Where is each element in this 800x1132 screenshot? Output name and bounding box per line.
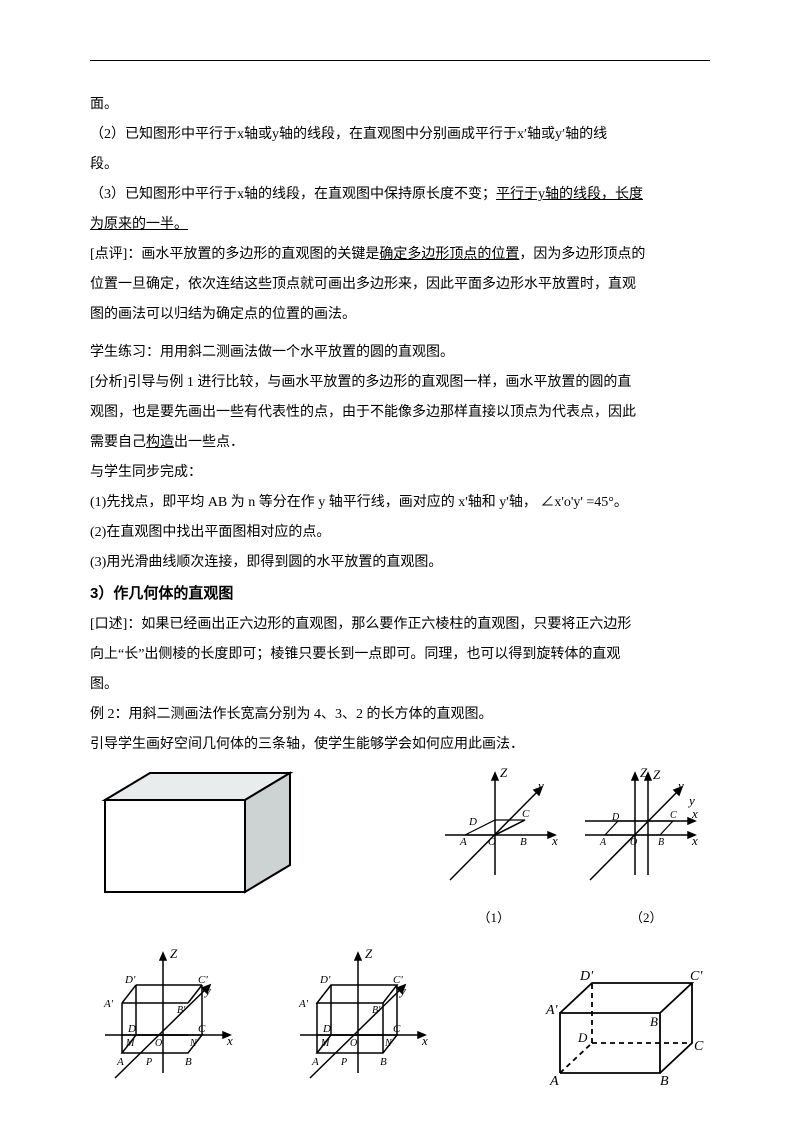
svg-text:C: C (198, 1023, 206, 1035)
svg-text:N: N (189, 1038, 198, 1049)
svg-text:O: O (630, 837, 637, 848)
para-4a: [点评]：画水平放置的多边形的直观图的关键是确定多边形顶点的位置，因为多边形顶点… (90, 241, 710, 269)
para-11a: [口述]：如果已经画出正六边形的直观图，那么要作正六棱柱的直观图，只要将正六边形 (90, 611, 710, 639)
svg-text:A': A' (103, 998, 114, 1010)
svg-text:Z: Z (170, 946, 178, 961)
svg-text:A': A' (298, 998, 309, 1010)
svg-text:Z: Z (640, 765, 648, 780)
svg-text:x: x (421, 1033, 428, 1048)
svg-text:A: A (549, 1074, 559, 1088)
underline-text: 平行于y轴的线段，长度 (496, 187, 643, 202)
svg-text:P: P (340, 1057, 347, 1068)
svg-text:D: D (322, 1023, 331, 1035)
underline-text-2: 为原来的一半。 (90, 217, 188, 232)
svg-text:Z: Z (653, 767, 661, 782)
para-6a: [分析]引导与例 1 进行比较，与画水平放置的多边形的直观图一样，画水平放置的圆… (90, 369, 710, 397)
para-2a: （2）已知图形中平行于x轴或y轴的线段，在直观图中分别画成平行于x′轴或y′轴的… (90, 121, 710, 149)
svg-text:x: x (551, 833, 558, 848)
figure-labels: （1） （2） (430, 905, 710, 931)
text: [点评]：画水平放置的多边形的直观图的关键是 (90, 247, 379, 262)
para-3b: 为原来的一半。 (90, 211, 710, 239)
svg-text:Z: Z (365, 946, 373, 961)
para-7: 与学生同步完成： (90, 459, 710, 487)
svg-text:A: A (459, 836, 467, 848)
fig-label-1: （1） (477, 905, 510, 931)
svg-text:D': D' (579, 969, 594, 984)
svg-text:C': C' (690, 969, 703, 984)
para-6b: 观图，也是要先画出一些有代表性的点，由于不能像多边那样直接以顶点为代表点，因此 (90, 399, 710, 427)
para-10: (3)用光滑曲线顺次连接，即得到圆的水平放置的直观图。 (90, 549, 710, 577)
para-13: 引导学生画好空间几何体的三条轴，使学生能够学会如何应用此画法． (90, 731, 710, 759)
svg-text:O: O (350, 1038, 357, 1049)
underline-text-3: 确定多边形顶点的位置 (379, 247, 519, 262)
underline-text-4: 构造 (146, 435, 174, 450)
text: 出一些点． (174, 435, 244, 450)
svg-text:B: B (185, 1056, 192, 1068)
svg-text:y: y (687, 793, 695, 808)
para-3: （3）已知图形中平行于x轴的线段，在直观图中保持原长度不变；平行于y轴的线段，长… (90, 181, 710, 209)
para-1: 面。 (90, 91, 710, 119)
svg-text:D: D (468, 816, 477, 828)
svg-text:B: B (660, 1074, 669, 1088)
para-2b: 段。 (90, 151, 710, 179)
svg-text:O: O (155, 1038, 162, 1049)
svg-text:B': B' (177, 1005, 186, 1016)
svg-text:N: N (384, 1038, 393, 1049)
axis-diagram-2: Z Z y x x y O A D B C (570, 765, 710, 895)
svg-text:C: C (393, 1023, 401, 1035)
section-title: 3）作几何体的直观图 (90, 579, 710, 609)
figure-row-1: Z y x O A D B C Z Z y x x y O A D B (90, 765, 710, 905)
svg-text:Z: Z (500, 765, 508, 780)
svg-text:O: O (488, 836, 496, 848)
para-11b: 向上“长”出侧棱的长度即可；棱锥只要长到一点即可。同理，也可以得到旋转体的直观 (90, 641, 710, 669)
svg-text:A: A (116, 1056, 124, 1068)
svg-text:C: C (522, 808, 530, 820)
para-9: (2)在直观图中找出平面图相对应的点。 (90, 519, 710, 547)
svg-text:D: D (127, 1023, 136, 1035)
figure-row-2: Z y x O A B C D A' B' C' D' M N P (90, 943, 710, 1088)
text: 需要自己 (90, 435, 146, 450)
para-6c: 需要自己构造出一些点． (90, 429, 710, 457)
svg-text:P: P (145, 1057, 152, 1068)
svg-text:B: B (658, 837, 664, 848)
svg-text:M: M (125, 1038, 135, 1049)
para-5: 学生练习：用用斜二测画法做一个水平放置的圆的直观图。 (90, 339, 710, 367)
svg-text:D': D' (124, 974, 136, 986)
axis-diagram-3: Z y x O A B C D A' B' C' D' M N P (90, 943, 245, 1088)
svg-text:C': C' (198, 974, 208, 986)
svg-text:C: C (694, 1039, 704, 1054)
para-12: 例 2：用斜二测画法作长宽高分别为 4、3、2 的长方体的直观图。 (90, 701, 710, 729)
svg-text:D': D' (319, 974, 331, 986)
svg-text:C': C' (393, 974, 403, 986)
svg-text:x: x (226, 1033, 233, 1048)
svg-text:D: D (577, 1030, 588, 1045)
svg-text:x: x (691, 833, 698, 848)
para-11c: 图。 (90, 671, 710, 699)
svg-text:M: M (320, 1038, 330, 1049)
cuboid-shaded (90, 765, 300, 905)
svg-text:A: A (311, 1056, 319, 1068)
svg-text:A: A (599, 837, 607, 848)
para-4d: 图的画法可以归结为确定点的位置的画法。 (90, 301, 710, 329)
svg-text:x: x (691, 806, 698, 821)
svg-text:B: B (380, 1056, 387, 1068)
text: ，因为多边形顶点的 (519, 247, 645, 262)
axis-diagram-1: Z y x O A D B C (430, 765, 570, 895)
svg-text:y: y (536, 778, 544, 793)
svg-text:y: y (676, 778, 684, 793)
para-4c: 位置一旦确定，依次连结这些顶点就可画出多边形来，因此平面多边形水平放置时，直观 (90, 271, 710, 299)
svg-text:B': B' (372, 1005, 381, 1016)
svg-text:B': B' (650, 1014, 661, 1029)
svg-text:D: D (611, 812, 620, 823)
text: （3）已知图形中平行于x轴的线段，在直观图中保持原长度不变； (90, 187, 496, 202)
fig-label-2: （2） (630, 905, 663, 931)
axis-diagram-4: Z y x O A B C D A' B' C' D' M N P (285, 943, 440, 1088)
para-8: (1)先找点，即平均 AB 为 n 等分在作 y 轴平行线，画对应的 x'轴和 … (90, 489, 710, 517)
svg-text:B: B (520, 836, 527, 848)
svg-text:C: C (670, 810, 677, 821)
cuboid-labeled: A B C D A' B' C' D' (540, 958, 710, 1088)
svg-text:A': A' (545, 1003, 559, 1018)
